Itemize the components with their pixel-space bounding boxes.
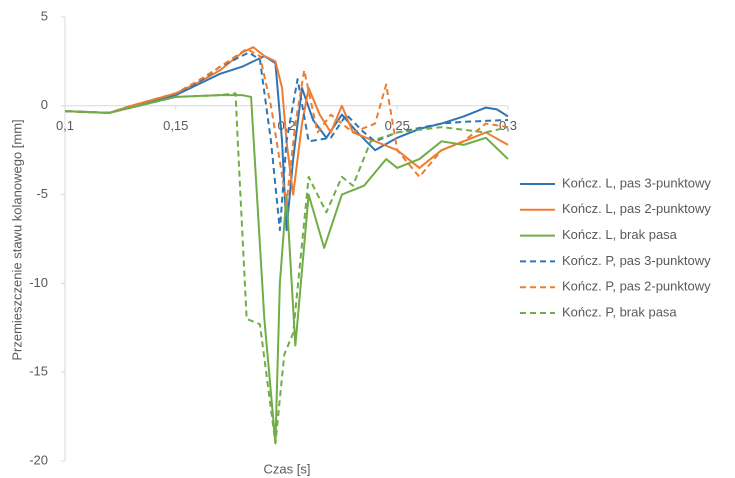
- x-axis-label: Czas [s]: [264, 461, 311, 476]
- series-line: [64, 55, 509, 232]
- legend-label: Kończ. L, brak pasa: [562, 227, 678, 242]
- y-tick-label: 0: [41, 97, 48, 112]
- x-tick-label: 0,15: [163, 118, 188, 133]
- legend-label: Kończ. L, pas 3-punktowy: [562, 175, 711, 190]
- y-tick-label: -10: [29, 275, 48, 290]
- series-line: [64, 47, 509, 205]
- x-tick-label: 0,1: [56, 118, 74, 133]
- legend-label: Kończ. P, pas 2-punktowy: [562, 279, 711, 294]
- y-axis-label: Przemieszczenie stawu kolanowego [mm]: [9, 119, 24, 360]
- y-tick-label: -20: [29, 452, 48, 467]
- y-tick-label: 5: [41, 8, 48, 23]
- legend-label: Kończ. P, brak pasa: [562, 304, 677, 319]
- y-tick-label: -5: [36, 186, 48, 201]
- x-tick-label: 0,3: [499, 118, 517, 133]
- y-tick-label: -15: [29, 364, 48, 379]
- legend-label: Kończ. P, pas 3-punktowy: [562, 253, 711, 268]
- series-line: [64, 92, 509, 445]
- legend-label: Kończ. L, pas 2-punktowy: [562, 201, 711, 216]
- x-tick-label: 0,25: [385, 118, 410, 133]
